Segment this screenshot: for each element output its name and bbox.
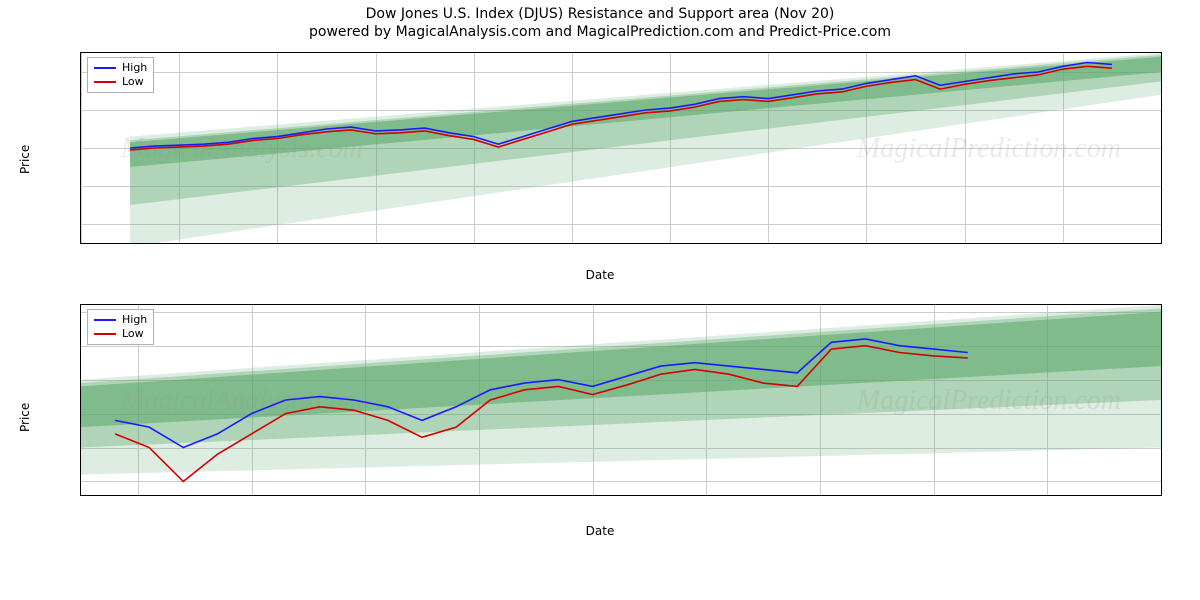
- y-axis-label: Price: [18, 145, 32, 174]
- tick-mark: [670, 243, 671, 244]
- tick-mark: [179, 243, 180, 244]
- top-chart-plot-area: MagicalAnalysis.com MagicalPrediction.co…: [80, 52, 1162, 244]
- bottom-chart: MagicalAnalysis.com MagicalPrediction.co…: [0, 292, 1200, 552]
- high-series-line: [115, 339, 968, 448]
- tick-mark: [479, 495, 480, 496]
- legend: High Low: [87, 57, 154, 93]
- tick-mark: [1161, 243, 1162, 244]
- tick-mark: [1047, 495, 1048, 496]
- tick-mark: [277, 243, 278, 244]
- grid-line: [1161, 305, 1162, 495]
- bottom-chart-lines: [81, 305, 1161, 495]
- bottom-chart-plot-area: MagicalAnalysis.com MagicalPrediction.co…: [80, 304, 1162, 496]
- x-axis-label: Date: [586, 524, 615, 538]
- tick-mark: [706, 495, 707, 496]
- tick-mark: [934, 495, 935, 496]
- tick-mark: [138, 495, 139, 496]
- tick-mark: [866, 243, 867, 244]
- legend-label-low: Low: [122, 75, 144, 89]
- tick-mark: [768, 243, 769, 244]
- legend: High Low: [87, 309, 154, 345]
- low-series-line: [115, 346, 968, 482]
- legend-swatch-high: [94, 319, 116, 321]
- tick-mark: [1161, 495, 1162, 496]
- legend-swatch-low: [94, 333, 116, 335]
- tick-mark: [81, 243, 82, 244]
- legend-row-high: High: [94, 61, 147, 75]
- top-chart-lines: [81, 53, 1161, 243]
- x-axis-label: Date: [586, 268, 615, 282]
- legend-swatch-low: [94, 81, 116, 83]
- legend-row-low: Low: [94, 327, 147, 341]
- legend-swatch-high: [94, 67, 116, 69]
- tick-mark: [593, 495, 594, 496]
- figure-container: Dow Jones U.S. Index (DJUS) Resistance a…: [0, 0, 1200, 600]
- chart-title: Dow Jones U.S. Index (DJUS) Resistance a…: [0, 0, 1200, 22]
- chart-subtitle: powered by MagicalAnalysis.com and Magic…: [0, 22, 1200, 44]
- tick-mark: [820, 495, 821, 496]
- tick-mark: [965, 243, 966, 244]
- grid-line: [1161, 53, 1162, 243]
- tick-mark: [1063, 243, 1064, 244]
- legend-row-high: High: [94, 313, 147, 327]
- legend-label-low: Low: [122, 327, 144, 341]
- tick-mark: [572, 243, 573, 244]
- high-series-line: [130, 63, 1112, 149]
- top-chart: MagicalAnalysis.com MagicalPrediction.co…: [0, 44, 1200, 292]
- legend-row-low: Low: [94, 75, 147, 89]
- legend-label-high: High: [122, 313, 147, 327]
- legend-label-high: High: [122, 61, 147, 75]
- tick-mark: [474, 243, 475, 244]
- tick-mark: [376, 243, 377, 244]
- y-axis-label: Price: [18, 403, 32, 432]
- tick-mark: [252, 495, 253, 496]
- tick-mark: [365, 495, 366, 496]
